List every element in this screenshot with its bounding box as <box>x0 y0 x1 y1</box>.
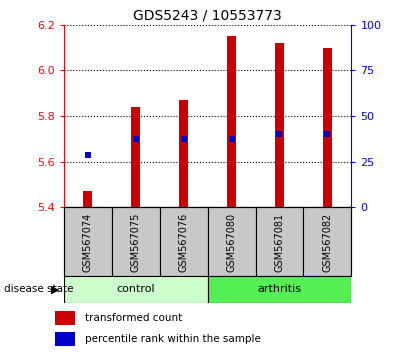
Bar <box>275 43 284 207</box>
Bar <box>179 100 188 207</box>
Text: arthritis: arthritis <box>257 284 302 295</box>
Text: GSM567074: GSM567074 <box>83 213 92 272</box>
Bar <box>112 207 159 276</box>
Bar <box>159 207 208 276</box>
Text: GSM567076: GSM567076 <box>179 213 189 272</box>
Text: transformed count: transformed count <box>85 313 182 323</box>
Bar <box>208 207 256 276</box>
Text: percentile rank within the sample: percentile rank within the sample <box>85 334 261 344</box>
Text: GSM567075: GSM567075 <box>131 213 141 272</box>
Bar <box>208 276 351 303</box>
Bar <box>55 332 75 346</box>
Bar <box>323 47 332 207</box>
Bar <box>64 207 112 276</box>
Text: ▶: ▶ <box>51 284 60 295</box>
Bar <box>64 276 208 303</box>
Bar <box>55 312 75 325</box>
Bar <box>303 207 351 276</box>
Text: disease state: disease state <box>4 284 74 295</box>
Title: GDS5243 / 10553773: GDS5243 / 10553773 <box>133 8 282 22</box>
Text: GSM567082: GSM567082 <box>323 213 332 272</box>
Text: control: control <box>116 284 155 295</box>
Text: GSM567080: GSM567080 <box>226 213 236 272</box>
Bar <box>227 36 236 207</box>
Bar <box>256 207 303 276</box>
Bar <box>83 191 92 207</box>
Text: GSM567081: GSM567081 <box>275 213 284 272</box>
Bar <box>131 107 140 207</box>
